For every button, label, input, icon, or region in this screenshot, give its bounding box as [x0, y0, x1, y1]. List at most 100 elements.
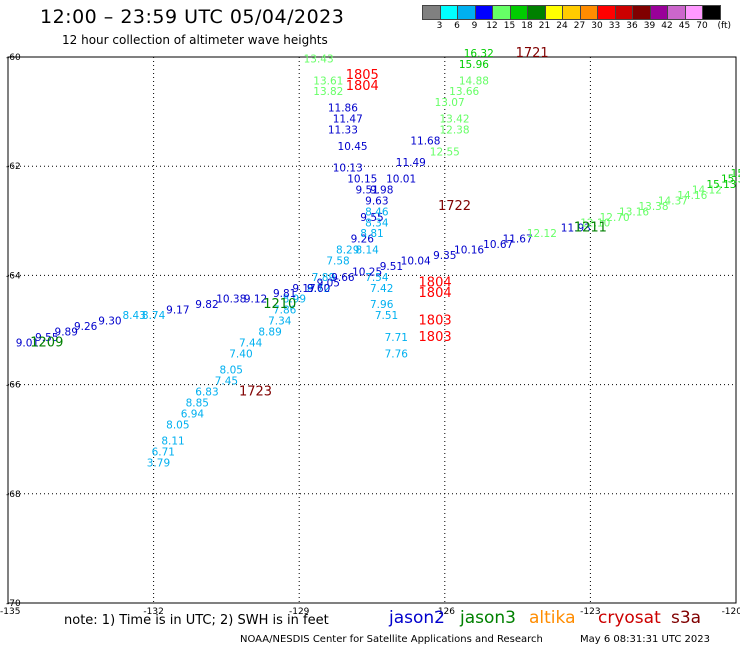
swh-value-label: 9.55 [360, 212, 383, 224]
swh-value-label: 11.49 [396, 157, 426, 169]
satellite-legend-altika: altika [529, 608, 576, 628]
page-subtitle: 12 hour collection of altimeter wave hei… [62, 33, 328, 47]
swh-value-label: 9.66 [331, 272, 355, 284]
colorbar-label: 45 [678, 21, 691, 31]
swh-value-label: 14.88 [459, 75, 489, 87]
swh-value-label: 10.67 [483, 239, 513, 251]
swh-value-label: 7.44 [239, 337, 263, 349]
page-title: 12:00 – 23:59 UTC 05/04/2023 [40, 6, 345, 28]
swh-value-label: 7.76 [385, 348, 409, 360]
colorbar-label: 6 [454, 21, 460, 31]
swh-value-label: 13.61 [313, 75, 343, 87]
swh-value-label: 9.05 [317, 277, 340, 289]
swh-value-label: 13.43 [304, 53, 334, 65]
colorbar-label: 18 [521, 21, 533, 31]
swh-value-label: 9.60 [307, 283, 330, 295]
swh-value-label: 13.16 [619, 206, 649, 218]
swh-value-label: 10.25 [352, 266, 382, 278]
colorbar-label: 3 [436, 21, 443, 31]
time-label: 1804 [419, 286, 452, 301]
swh-value-label: 8.81 [360, 228, 383, 240]
swh-value-label: 9.51 [355, 185, 378, 197]
time-label: 1209 [30, 335, 63, 350]
x-tick-label: -132 [143, 607, 163, 617]
y-tick-label: -60 [6, 53, 21, 63]
swh-value-label: 7.40 [229, 348, 252, 360]
swh-value-label: 11.93 [561, 223, 591, 235]
swh-value-label: 7.54 [365, 272, 389, 284]
time-label: 1805 [346, 68, 379, 83]
swh-value-label: 14.16 [677, 190, 707, 202]
time-label: 1804 [346, 79, 379, 94]
colorbar-label: 33 [608, 21, 621, 31]
swh-value-label: 8.99 [283, 294, 306, 306]
swh-value-label: 13.82 [313, 86, 343, 98]
x-tick-label: -129 [289, 607, 310, 617]
swh-value-label: 8.05 [166, 419, 189, 431]
satellite-legend-jason3: jason3 [460, 608, 516, 628]
swh-value-label: 16.32 [464, 48, 494, 60]
swh-value-label: 12.10 [580, 217, 610, 229]
swh-value-label: 13.38 [638, 201, 668, 213]
satellite-legend-cryosat: cryosat [598, 608, 661, 628]
swh-value-label: 13.66 [449, 86, 479, 98]
plot-frame [7, 56, 737, 604]
swh-value-label: 8.43 [122, 310, 145, 322]
swh-value-label: 7.96 [370, 299, 394, 311]
swh-value-label: 6.94 [181, 408, 205, 420]
y-tick-label: -64 [6, 271, 21, 281]
swh-value-label: 9.55 [35, 332, 58, 344]
swh-value-label: 6.71 [152, 447, 175, 459]
swh-value-label: 11.47 [333, 114, 363, 126]
swh-value-label: 3.79 [147, 458, 170, 470]
swh-value-label: 10.45 [338, 141, 368, 153]
time-label: 1803 [419, 314, 452, 329]
time-label: 1210 [263, 297, 296, 312]
colorbar-label: 30 [591, 21, 603, 31]
swh-value-label: 6.83 [195, 387, 218, 399]
swh-value-label: 7.45 [215, 376, 238, 388]
time-label: 1211 [574, 221, 607, 236]
swh-value-label: 15.13 [706, 179, 736, 191]
swh-value-label: 9.17 [166, 305, 189, 317]
swh-value-label: 9.35 [433, 250, 456, 262]
swh-value-label: 9.63 [365, 195, 388, 207]
y-tick-label: -62 [6, 162, 21, 172]
swh-value-label: 9.26 [351, 234, 375, 246]
colorbar-label: 24 [556, 21, 568, 31]
swh-value-label: 9.82 [195, 299, 218, 311]
swh-value-label: 7.58 [326, 255, 349, 267]
colorbar-swatch [702, 5, 721, 20]
satellite-legend-jason2: jason2 [389, 608, 445, 628]
swh-value-label: 9.12 [244, 294, 267, 306]
swh-value-label: 11.86 [328, 103, 358, 115]
time-label: 1803 [419, 330, 452, 345]
swh-value-label: 12.12 [527, 228, 557, 240]
colorbar-unit: (ft) [717, 21, 732, 31]
swh-value-label: 9.26 [74, 321, 98, 333]
swh-value-label: 15.39 [721, 174, 740, 186]
swh-value-label: 7.34 [268, 316, 292, 328]
x-tick-label: -123 [580, 607, 600, 617]
y-tick-label: -70 [6, 599, 21, 609]
swh-value-label: 8.11 [161, 436, 184, 448]
swh-value-label: 7.86 [273, 305, 297, 317]
time-label: 1723 [239, 385, 272, 400]
swh-value-label: 11.68 [410, 135, 440, 147]
swh-value-label: 9.89 [55, 326, 78, 338]
swh-value-label: 7.71 [385, 332, 408, 344]
swh-value-label: 7.51 [375, 310, 398, 322]
footer-note: note: 1) Time is in UTC; 2) SWH is in fe… [64, 613, 329, 628]
swh-value-label: 10.04 [401, 255, 431, 267]
swh-value-label: 8.46 [365, 206, 389, 218]
swh-value-label: 7.89 [312, 272, 335, 284]
y-tick-label: -66 [6, 381, 21, 391]
swh-value-label: 8.85 [186, 397, 209, 409]
swh-value-label: 8.74 [142, 310, 166, 322]
swh-value-label: 12.55 [430, 146, 460, 158]
colorbar-label: 21 [538, 21, 551, 31]
swh-value-label: 9.30 [98, 316, 121, 328]
colorbar-label: 12 [486, 21, 498, 31]
